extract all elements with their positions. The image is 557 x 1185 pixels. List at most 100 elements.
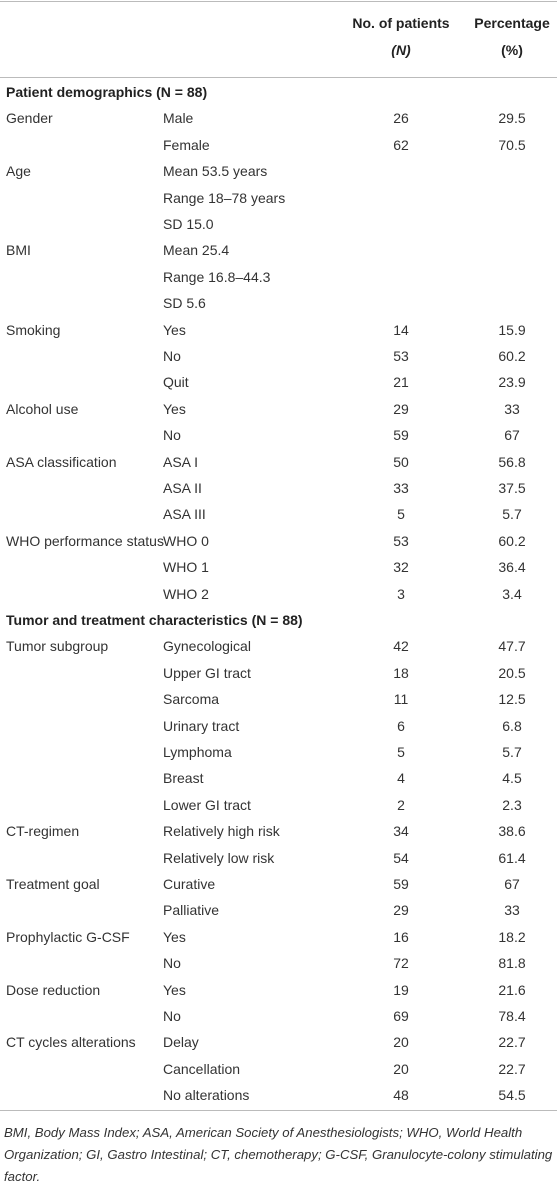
percentage-cell: 78.4: [498, 1008, 526, 1024]
percentage-cell: 56.8: [498, 453, 526, 470]
percentage-cell: 38.6: [498, 823, 526, 840]
row-label: WHO performance status: [6, 532, 164, 549]
percentage-cell: 6.8: [502, 717, 522, 734]
header-cell: (%): [501, 42, 523, 58]
percentage-cell: 61.4: [498, 849, 526, 866]
row-label: CT-regimen: [6, 823, 80, 840]
count-cell: 2: [397, 796, 405, 813]
row-sublabel: Range 18–78 years: [163, 189, 286, 206]
percentage-cell: 47.7: [498, 638, 526, 655]
percentage-cell: 21.6: [498, 981, 526, 998]
count-cell: 54: [393, 849, 409, 866]
row-sublabel: ASA II: [163, 480, 202, 496]
row-sublabel: Palliative: [163, 902, 220, 919]
row-label: ASA classification: [6, 453, 117, 470]
count-cell: 11: [393, 691, 409, 708]
row-sublabel: Lower GI tract: [163, 796, 251, 813]
count-cell: 18: [393, 664, 409, 681]
percentage-cell: 60.2: [498, 532, 526, 549]
row-sublabel: WHO 2: [163, 585, 209, 602]
percentage-cell: 36.4: [498, 559, 526, 576]
percentage-cell: 67: [504, 427, 520, 444]
header-cell: No. of patients: [352, 15, 450, 31]
row-label: Prophylactic G-CSF: [6, 928, 130, 945]
row-sublabel: WHO 1: [163, 559, 209, 576]
row-sublabel: Mean 53.5 years: [163, 163, 268, 180]
row-sublabel: Female: [163, 136, 210, 153]
row-sublabel: Yes: [163, 400, 186, 417]
count-cell: 48: [393, 1087, 409, 1104]
row-sublabel: ASA I: [163, 453, 199, 470]
row-sublabel: SD 15.0: [163, 216, 214, 232]
row-sublabel: Yes: [163, 928, 186, 945]
percentage-cell: 37.5: [498, 480, 526, 496]
percentage-cell: 54.5: [498, 1087, 526, 1104]
percentage-cell: 20.5: [498, 664, 526, 681]
count-cell: 69: [393, 1008, 409, 1024]
percentage-cell: 33: [504, 902, 520, 919]
row-label: Gender: [6, 110, 53, 127]
row-sublabel: Gynecological: [163, 638, 251, 655]
count-cell: 14: [393, 321, 409, 338]
row-sublabel: Quit: [163, 374, 189, 391]
percentage-cell: 22.7: [498, 1034, 526, 1051]
percentage-cell: 5.7: [502, 744, 522, 760]
row-sublabel: Yes: [163, 981, 186, 998]
section-title: Tumor and treatment characteristics (N =…: [6, 612, 303, 628]
count-cell: 20: [393, 1060, 409, 1077]
count-cell: 53: [393, 348, 409, 364]
percentage-cell: 5.7: [502, 506, 522, 523]
count-cell: 5: [397, 506, 405, 523]
row-sublabel: Breast: [163, 770, 204, 787]
count-cell: 34: [393, 823, 409, 840]
count-cell: 16: [393, 928, 409, 945]
section-title: Patient demographics (N = 88): [6, 84, 208, 100]
row-sublabel: No alterations: [163, 1087, 250, 1104]
count-cell: 19: [393, 981, 409, 998]
percentage-cell: 33: [504, 400, 520, 417]
row-sublabel: Cancellation: [163, 1060, 241, 1077]
percentage-cell: 60.2: [498, 348, 526, 364]
row-sublabel: Urinary tract: [163, 717, 240, 734]
row-label: Smoking: [6, 321, 61, 338]
row-sublabel: Male: [163, 110, 194, 127]
percentage-cell: 23.9: [498, 374, 526, 391]
percentage-cell: 2.3: [502, 796, 522, 813]
count-cell: 29: [393, 400, 409, 417]
count-cell: 62: [393, 136, 409, 153]
top-rule: [0, 1, 557, 2]
row-label: Dose reduction: [6, 981, 101, 998]
row-sublabel: Mean 25.4: [163, 242, 230, 259]
row-sublabel: Range 16.8–44.3: [163, 268, 271, 285]
count-cell: 42: [393, 638, 409, 655]
percentage-cell: 22.7: [498, 1060, 526, 1077]
row-sublabel: ASA III: [163, 506, 206, 523]
percentage-cell: 29.5: [498, 110, 526, 127]
count-cell: 29: [393, 902, 409, 919]
bottom-rule: [0, 1110, 557, 1111]
row-label: Alcohol use: [6, 400, 79, 417]
row-sublabel: Upper GI tract: [163, 664, 251, 681]
header-rule: [0, 77, 557, 78]
row-sublabel: Lymphoma: [163, 744, 232, 760]
count-cell: 26: [393, 110, 409, 127]
count-cell: 50: [393, 453, 409, 470]
count-cell: 59: [393, 427, 409, 444]
header-cell: Percentage: [474, 15, 550, 31]
count-cell: 72: [393, 955, 409, 972]
row-sublabel: Delay: [163, 1034, 199, 1051]
count-cell: 21: [393, 374, 409, 391]
row-label: BMI: [6, 242, 31, 259]
footnote: BMI, Body Mass Index; ASA, American Soci…: [4, 1125, 553, 1184]
row-label: CT cycles alterations: [6, 1034, 136, 1051]
row-sublabel: No: [163, 427, 181, 444]
row-sublabel: SD 5.6: [163, 295, 206, 312]
row-label: Age: [6, 163, 31, 180]
percentage-cell: 4.5: [502, 770, 522, 787]
count-cell: 59: [393, 876, 409, 892]
count-cell: 4: [397, 770, 405, 787]
count-cell: 20: [393, 1034, 409, 1051]
count-cell: 33: [393, 480, 409, 496]
percentage-cell: 67: [504, 876, 520, 892]
